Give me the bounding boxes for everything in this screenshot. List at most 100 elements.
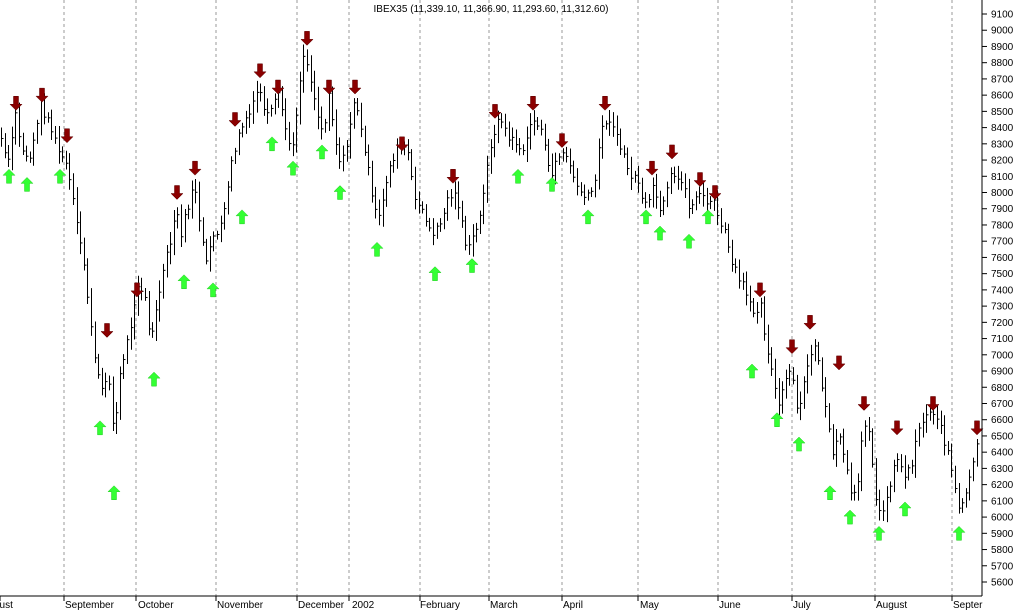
buy-signal-arrow — [177, 274, 191, 290]
x-tick-label: March — [490, 600, 518, 610]
x-tick-label: November — [217, 600, 264, 610]
sell-signal-arrow — [253, 63, 267, 79]
buy-signal-arrow — [770, 412, 784, 427]
price-bars — [1, 44, 980, 523]
buy-signal-arrow — [581, 209, 595, 225]
buy-signal-arrow — [206, 282, 220, 298]
y-tick-label: 6100 — [991, 496, 1014, 507]
buy-signal-arrow — [20, 177, 34, 192]
y-tick-label: 5600 — [991, 578, 1014, 589]
y-tick-label: 7300 — [991, 302, 1014, 313]
chart-title: IBEX35 (11,339.10, 11,366.90, 11,293.60,… — [374, 4, 609, 15]
buy-signal-arrow — [370, 241, 384, 257]
y-tick-label: 8100 — [991, 172, 1014, 183]
sell-signal-arrow — [348, 79, 362, 95]
y-tick-label: 8400 — [991, 123, 1014, 134]
sell-signal-arrow — [785, 339, 799, 355]
y-tick-label: 7800 — [991, 220, 1014, 231]
y-tick-label: 6700 — [991, 399, 1014, 410]
y-tick-label: 7700 — [991, 237, 1014, 248]
sell-signal-arrow — [446, 169, 460, 184]
x-tick-label: gust — [0, 600, 13, 610]
sell-signal-arrow — [832, 355, 846, 371]
y-tick-label: 8000 — [991, 188, 1014, 199]
sell-signal-arrow — [271, 79, 285, 95]
x-tick-label: August — [876, 600, 907, 610]
x-tick-label: February — [420, 600, 460, 610]
buy-signal-arrow — [333, 185, 347, 200]
buy-signal-arrow — [265, 136, 279, 152]
buy-signal-arrow — [107, 485, 121, 500]
y-tick-label: 6500 — [991, 431, 1014, 442]
sell-signal-arrow — [526, 96, 540, 111]
sell-signal-arrow — [35, 87, 49, 103]
sell-signal-arrow — [555, 133, 569, 148]
y-tick-label: 7400 — [991, 285, 1014, 296]
x-tick-label: Septer — [953, 600, 983, 610]
sell-signal-arrow — [665, 144, 679, 160]
buy-signal-arrow — [93, 420, 107, 436]
y-tick-label: 6600 — [991, 415, 1014, 426]
y-tick-label: 8500 — [991, 107, 1014, 118]
y-tick-label: 9100 — [991, 10, 1014, 21]
y-tick-label: 8600 — [991, 91, 1014, 102]
y-tick-label: 7200 — [991, 318, 1014, 329]
y-tick-label: 6300 — [991, 464, 1014, 475]
buy-signal-arrow — [428, 266, 442, 281]
buy-signal-arrow — [682, 233, 696, 249]
y-tick-label: 5900 — [991, 529, 1014, 540]
x-tick-label: September — [65, 600, 115, 610]
buy-signal-arrow — [823, 485, 837, 500]
buy-signal-arrow — [653, 225, 667, 241]
y-tick-label: 6800 — [991, 383, 1014, 394]
y-tick-label: 6000 — [991, 513, 1014, 524]
x-tick-label: 2002 — [352, 600, 375, 610]
y-tick-label: 8900 — [991, 42, 1014, 53]
sell-signal-arrow — [598, 96, 612, 111]
sell-signal-arrow — [9, 96, 23, 111]
signal-arrows — [2, 31, 984, 541]
sell-signal-arrow — [188, 160, 202, 176]
y-tick-label: 6200 — [991, 480, 1014, 491]
x-tick-label: December — [298, 600, 345, 610]
buy-signal-arrow — [792, 436, 806, 452]
y-tick-label: 7000 — [991, 350, 1014, 361]
y-tick-label: 5800 — [991, 545, 1014, 556]
buy-signal-arrow — [952, 525, 966, 541]
sell-signal-arrow — [753, 282, 767, 298]
y-tick-label: 7900 — [991, 204, 1014, 215]
sell-signal-arrow — [300, 31, 314, 46]
y-tick-label: 9000 — [991, 26, 1014, 37]
buy-signal-arrow — [465, 258, 479, 273]
y-tick-label: 7600 — [991, 253, 1014, 264]
y-axis: 5600 5700 5800 5900 6000 6100 6200 6300 6400 6500… — [982, 10, 1014, 589]
sell-signal-arrow — [395, 136, 409, 152]
y-tick-label: 8300 — [991, 139, 1014, 150]
sell-signal-arrow — [488, 104, 502, 119]
buy-signal-arrow — [235, 209, 249, 225]
buy-signal-arrow — [511, 168, 525, 184]
buy-signal-arrow — [315, 144, 329, 160]
buy-signal-arrow — [147, 371, 161, 387]
x-tick-label: June — [719, 600, 741, 610]
y-tick-label: 8700 — [991, 74, 1014, 85]
y-tick-label: 7100 — [991, 334, 1014, 345]
buy-signal-arrow — [872, 525, 886, 541]
y-tick-label: 6900 — [991, 367, 1014, 378]
y-tick-label: 7500 — [991, 269, 1014, 280]
y-tick-label: 8200 — [991, 156, 1014, 167]
buy-signal-arrow — [286, 160, 300, 176]
buy-signal-arrow — [843, 509, 857, 525]
sell-signal-arrow — [645, 160, 659, 176]
y-tick-label: 6400 — [991, 448, 1014, 459]
sell-signal-arrow — [857, 396, 871, 411]
y-tick-label: 8800 — [991, 58, 1014, 69]
buy-signal-arrow — [701, 209, 715, 225]
sell-signal-arrow — [803, 315, 817, 330]
sell-signal-arrow — [708, 185, 722, 200]
x-tick-label: July — [793, 600, 811, 610]
sell-signal-arrow — [170, 185, 184, 200]
x-axis: gust September October November December 2002… — [0, 596, 983, 610]
